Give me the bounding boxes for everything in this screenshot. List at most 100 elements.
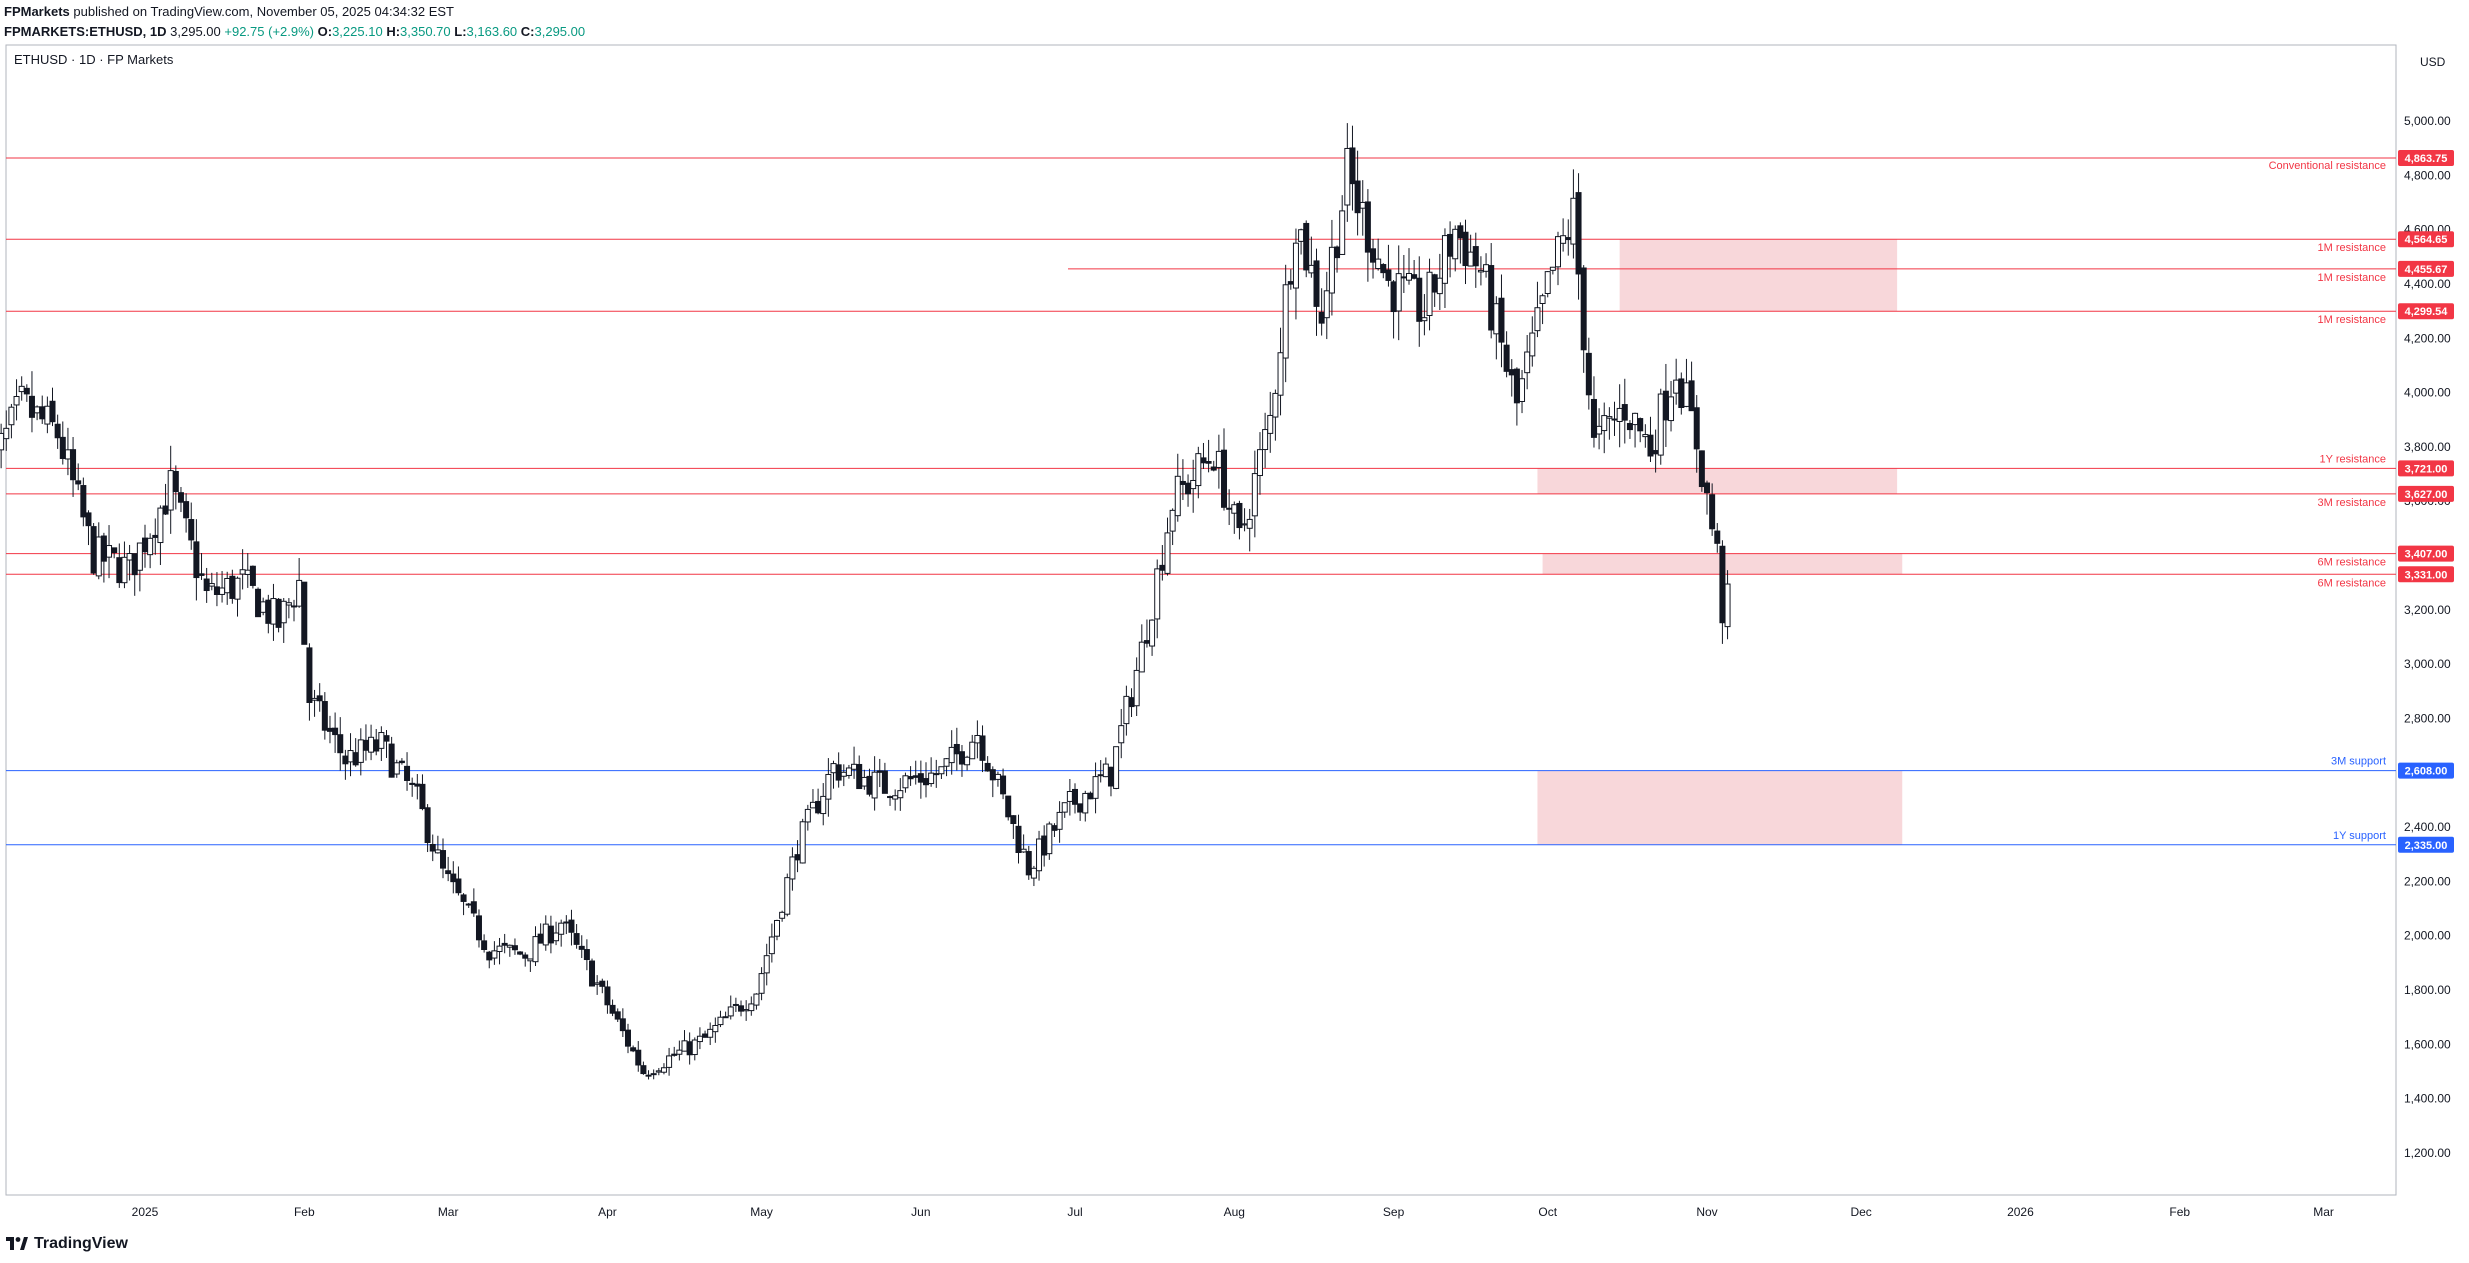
price-tag [2398, 460, 2454, 477]
candle-body [1719, 545, 1726, 624]
candle-body [465, 903, 472, 906]
zones-layer [1537, 239, 1903, 845]
candle-body [938, 766, 945, 775]
candle-body [1133, 669, 1140, 707]
candle-body [378, 732, 385, 749]
low-value: 3,163.60 [466, 24, 518, 39]
candle-body [722, 1016, 729, 1019]
chart-frame [5, 44, 2397, 1196]
candle-body [1154, 568, 1161, 620]
candle-body [1107, 766, 1114, 787]
candle-body [681, 1040, 688, 1052]
candle-body [13, 395, 20, 406]
candle-body [1513, 368, 1520, 404]
candle-body [1385, 269, 1392, 281]
candle-body [522, 954, 529, 959]
candle-body [866, 775, 873, 795]
candle-body [1082, 792, 1089, 814]
candle-body [825, 773, 832, 800]
candle-body [1256, 449, 1263, 477]
tradingview-icon [6, 1237, 28, 1250]
candle-body [1267, 414, 1274, 434]
candle-body [1097, 774, 1104, 777]
level-label: 1Y support [2333, 830, 2386, 842]
candle-body [1190, 479, 1197, 490]
candle-body [964, 756, 971, 766]
candle-body [1688, 380, 1695, 412]
candle-body [979, 735, 986, 761]
candle-body [1709, 494, 1716, 530]
candle-body [177, 492, 184, 503]
candle-body [1030, 867, 1037, 879]
candle-body [1051, 825, 1058, 831]
candle-body [100, 535, 107, 562]
candle-body [409, 782, 416, 785]
time-tick: Nov [1696, 1205, 1717, 1219]
candle-body [563, 921, 570, 924]
candle-body [856, 763, 863, 790]
candle-body [1251, 473, 1258, 517]
candle-body [260, 601, 267, 613]
candle-body [1668, 396, 1675, 422]
candle-body [887, 796, 894, 799]
level-label: Conventional resistance [2269, 160, 2386, 172]
level-label: 1M resistance [2318, 242, 2386, 254]
candle-body [953, 743, 960, 755]
candle-body [54, 423, 61, 439]
candle-body [362, 739, 369, 751]
level-zone [1537, 468, 1898, 494]
candle-body [1036, 838, 1043, 872]
candle-body [234, 577, 241, 600]
candle-body [1457, 225, 1464, 239]
candle-body [815, 800, 822, 814]
candle-body [650, 1073, 657, 1076]
candle-body [1328, 246, 1335, 294]
candle-body [121, 556, 128, 584]
candle-body [239, 569, 246, 575]
price-tick: 2,400.00 [2404, 820, 2451, 834]
candle-body [917, 773, 924, 783]
candle-body [455, 878, 462, 894]
candle-body [578, 945, 585, 950]
candle-body [691, 1039, 698, 1056]
currency-label[interactable]: USD [2420, 55, 2446, 69]
price-tick: 3,800.00 [2404, 440, 2451, 454]
publisher-name[interactable]: FPMarkets [4, 4, 70, 19]
candle-body [779, 911, 786, 919]
candle-body [1226, 507, 1233, 510]
time-tick: Mar [2313, 1205, 2334, 1219]
candle-body [1318, 311, 1325, 324]
candle-body [1143, 640, 1150, 644]
candle-body [1714, 530, 1721, 544]
candle-body [1241, 523, 1248, 526]
candle-body [203, 578, 210, 592]
candle-body [784, 877, 791, 915]
candle-body [326, 727, 333, 732]
candle-body [23, 387, 30, 395]
candle-body [1174, 475, 1181, 517]
time-axis[interactable]: 2025 Feb Mar Apr May Jun Jul Aug Sep Oct Nov Dec 202… [132, 1205, 2334, 1219]
candle-body [1678, 378, 1685, 409]
candle-body [1724, 583, 1731, 628]
publish-line: FPMarkets published on TradingView.com, … [4, 2, 585, 22]
symbol-label[interactable]: FPMARKETS:ETHUSD, 1D [4, 24, 167, 39]
candle-body [450, 873, 457, 883]
candle-body [368, 736, 375, 753]
candle-body [1431, 274, 1438, 293]
tradingview-logo[interactable]: TradingView [6, 1232, 128, 1256]
candle-body [116, 557, 123, 584]
candle-body [1138, 641, 1145, 673]
candle-body [193, 541, 200, 579]
candle-body [1483, 264, 1490, 272]
candle-body [727, 1006, 734, 1017]
candle-body [1087, 792, 1094, 800]
candle-body [301, 581, 308, 645]
candle-body [1344, 147, 1351, 206]
candle-body [1056, 811, 1063, 830]
candle-body [1380, 264, 1387, 274]
candle-body [1488, 265, 1495, 331]
candle-body [316, 695, 323, 702]
price-tick: 1,800.00 [2404, 983, 2451, 997]
candle-body [1400, 276, 1407, 279]
